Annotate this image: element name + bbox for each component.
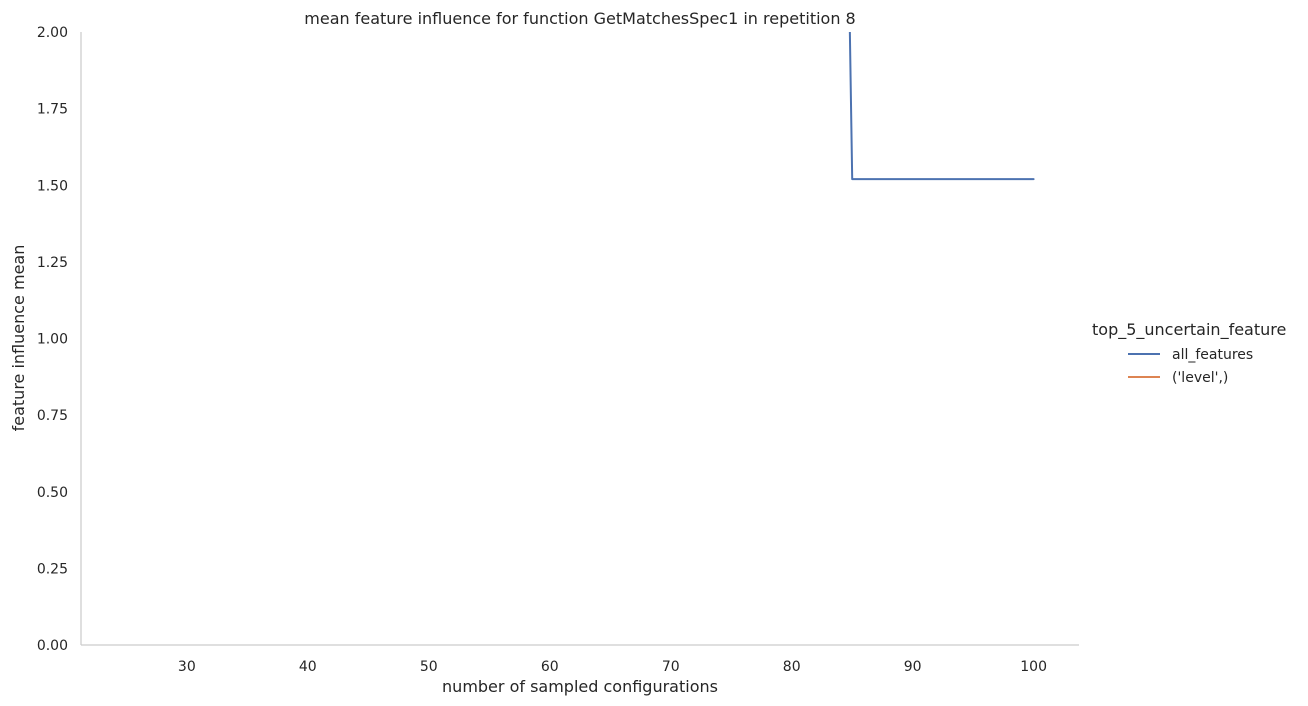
y-tick-labels: 0.00 0.25 0.50 0.75 1.00 1.25 1.50 1.75 2.00 — [37, 25, 68, 654]
x-tick-label: 80 — [783, 659, 801, 675]
series-line-0 — [848, 32, 1035, 181]
x-tick-label: 50 — [420, 659, 438, 675]
chart-title: mean feature influence for function GetM… — [304, 9, 855, 28]
y-tick-label: 0.50 — [37, 485, 68, 501]
x-tick-label: 90 — [904, 659, 922, 675]
x-tick-labels: 30 40 50 60 70 80 90 100 — [178, 659, 1047, 675]
x-tick-label: 70 — [662, 659, 680, 675]
series-layer — [848, 32, 1035, 181]
y-tick-label: 1.00 — [37, 332, 68, 348]
x-tick-label: 60 — [541, 659, 559, 675]
y-tick-label: 1.25 — [37, 255, 68, 271]
legend-label: all_features — [1172, 347, 1253, 363]
legend-label: ('level',) — [1172, 370, 1228, 386]
x-tick-label: 30 — [178, 659, 196, 675]
legend: top_5_uncertain_feature all_features ('le… — [1092, 320, 1286, 386]
y-tick-label: 1.50 — [37, 178, 68, 194]
y-tick-label: 0.00 — [37, 638, 68, 654]
y-tick-label: 1.75 — [37, 102, 68, 118]
legend-title: top_5_uncertain_feature — [1092, 320, 1286, 340]
x-axis-label: number of sampled configurations — [442, 677, 718, 696]
x-tick-label: 40 — [299, 659, 317, 675]
x-tick-label: 100 — [1020, 659, 1047, 675]
y-tick-label: 2.00 — [37, 25, 68, 41]
y-tick-label: 0.25 — [37, 561, 68, 577]
y-tick-label: 0.75 — [37, 408, 68, 424]
y-axis-label: feature influence mean — [9, 245, 28, 432]
